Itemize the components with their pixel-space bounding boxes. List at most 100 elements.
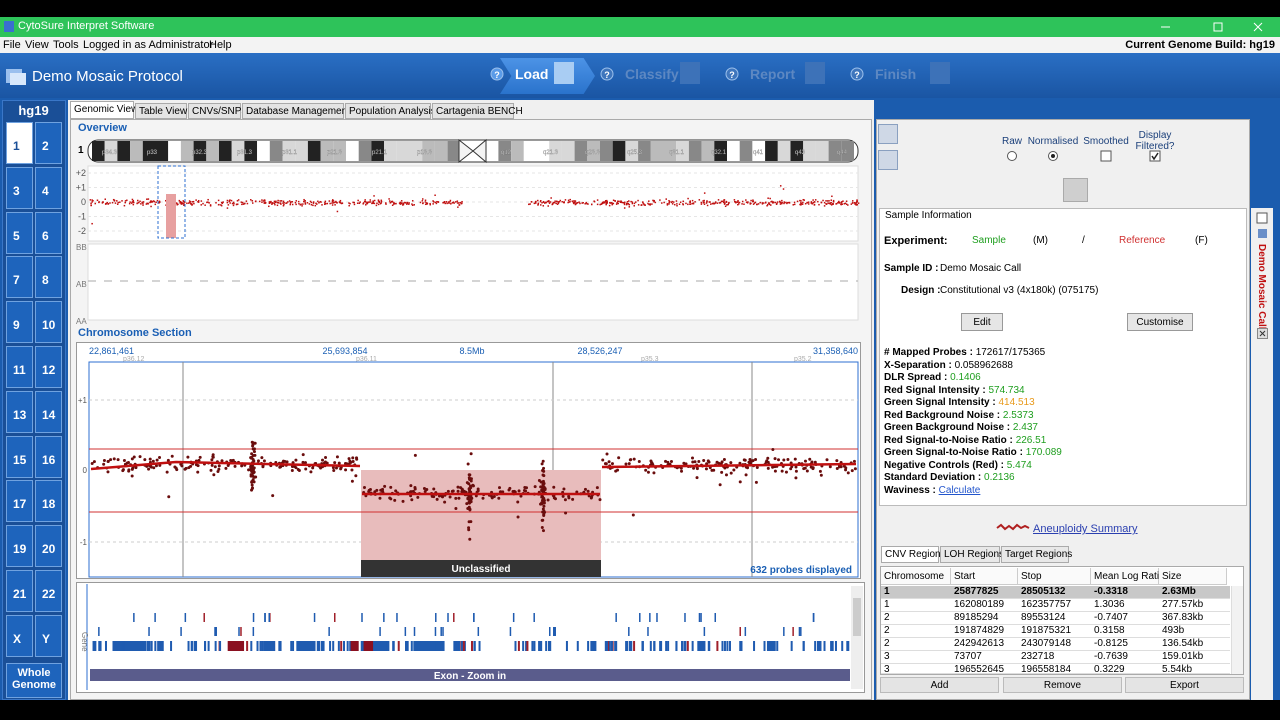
- tab[interactable]: Cartagenia BENCH: [432, 103, 523, 119]
- tab[interactable]: CNVs/SNPs: [188, 103, 246, 119]
- metric-row: Negative Controls (Red) : 5.474: [884, 460, 1032, 471]
- menu-item[interactable]: View: [25, 39, 49, 51]
- gene-tick: [792, 627, 794, 636]
- menu-item[interactable]: Logged in as Administrator: [83, 39, 214, 51]
- step-label[interactable]: Report: [750, 66, 796, 82]
- probe-dot: [301, 453, 305, 457]
- chromosome-button[interactable]: 7: [6, 256, 33, 299]
- chromosome-button[interactable]: 17: [6, 480, 33, 523]
- chromosome-button[interactable]: 15: [6, 435, 33, 478]
- metric-value[interactable]: Calculate: [938, 484, 981, 496]
- step-label[interactable]: Load: [515, 66, 549, 82]
- menu-item[interactable]: Help: [209, 39, 232, 51]
- region-tab[interactable]: CNV Regions: [881, 546, 946, 563]
- table-row[interactable]: [881, 612, 1230, 625]
- chromosome-button[interactable]: 10: [35, 301, 62, 344]
- chromosome-button[interactable]: 18: [35, 480, 62, 523]
- table-row[interactable]: [881, 651, 1230, 664]
- probe-dot: [191, 203, 193, 206]
- probe-dot: [388, 198, 390, 200]
- probe-dot: [352, 201, 354, 204]
- probe-dot: [212, 473, 216, 477]
- tab[interactable]: Database Management: [242, 103, 350, 119]
- probe-dot: [303, 198, 305, 201]
- action-button[interactable]: Remove: [1003, 677, 1122, 693]
- probe-dot: [553, 201, 556, 204]
- whole-genome-button[interactable]: Whole Genome: [6, 663, 62, 698]
- chromosome-button[interactable]: 2: [35, 122, 62, 164]
- gene-tick: [252, 627, 255, 636]
- region-tab[interactable]: LOH Regions: [940, 546, 1004, 563]
- ideogram-band: [282, 141, 296, 161]
- chromosome-button[interactable]: 6: [35, 211, 62, 254]
- gene-tick: [814, 641, 817, 651]
- probe-dot: [367, 490, 371, 494]
- region-tab[interactable]: Target Regions: [1001, 546, 1072, 563]
- zoom-button[interactable]: [878, 150, 898, 170]
- table-row[interactable]: [881, 625, 1230, 638]
- tab[interactable]: Genomic View: [70, 101, 138, 119]
- table-row[interactable]: [881, 664, 1230, 674]
- ideogram-band: [523, 141, 537, 161]
- probe-dot: [672, 201, 675, 203]
- apply-button[interactable]: [1063, 178, 1088, 202]
- tab[interactable]: Table View: [135, 103, 187, 119]
- probe-dot: [416, 495, 420, 499]
- chromosome-button[interactable]: 9: [6, 301, 33, 344]
- tab[interactable]: Population Analysis: [345, 103, 436, 119]
- step-label[interactable]: Finish: [875, 66, 917, 82]
- gene-tick: [453, 613, 455, 622]
- probe-dot: [682, 200, 684, 203]
- gene-tick: [716, 641, 719, 651]
- menu-item[interactable]: File: [3, 39, 21, 51]
- aneuploidy-link[interactable]: Aneuploidy Summary: [1033, 523, 1138, 535]
- chromosome-button[interactable]: 1: [6, 122, 33, 164]
- probe-dot: [652, 471, 656, 475]
- probe-dot: [202, 202, 204, 205]
- ideogram-band: [295, 141, 308, 161]
- chromosome-button[interactable]: Y: [35, 614, 62, 657]
- probe-dot: [697, 460, 701, 464]
- chromosome-button[interactable]: 13: [6, 390, 33, 433]
- probe-dot: [155, 201, 157, 204]
- chromosome-button[interactable]: X: [6, 614, 33, 657]
- label: Sample ID :: [884, 263, 939, 274]
- chromosome-button[interactable]: 21: [6, 570, 33, 612]
- chromosome-button[interactable]: 8: [35, 256, 62, 299]
- gene-tick: [290, 641, 293, 651]
- chromosome-button[interactable]: 12: [35, 346, 62, 388]
- customise-button[interactable]: Customise: [1127, 313, 1193, 331]
- probe-dot: [351, 456, 355, 460]
- gene-tick: [148, 627, 150, 636]
- table-row[interactable]: [881, 638, 1230, 651]
- chromosome-button[interactable]: 20: [35, 525, 62, 568]
- probe-dot: [805, 469, 809, 473]
- probe-dot: [331, 202, 333, 204]
- chromosome-button[interactable]: 3: [6, 166, 33, 209]
- table-row[interactable]: [881, 599, 1230, 612]
- chromosome-button[interactable]: 19: [6, 525, 33, 568]
- ideogram-band: [498, 141, 512, 161]
- chromosome-button[interactable]: 22: [35, 570, 62, 612]
- table-row[interactable]: [881, 586, 1230, 599]
- step-label[interactable]: Classify: [625, 66, 679, 82]
- section-title: Chromosome Section: [78, 327, 192, 339]
- metric-row: # Mapped Probes : 172617/175365: [884, 347, 1045, 358]
- chromosome-button[interactable]: 5: [6, 211, 33, 254]
- action-button[interactable]: Export: [1125, 677, 1244, 693]
- table-cell: 136.54kb: [1162, 638, 1204, 649]
- probe-dot: [331, 200, 334, 203]
- chromosome-button[interactable]: 14: [35, 390, 62, 433]
- zoom-button[interactable]: [878, 124, 898, 144]
- chromosome-button[interactable]: 11: [6, 346, 33, 388]
- chromosome-button[interactable]: 16: [35, 435, 62, 478]
- edit-button[interactable]: Edit: [961, 313, 1003, 331]
- probe-dot: [282, 204, 285, 207]
- chromosome-button[interactable]: 4: [35, 166, 62, 209]
- action-button[interactable]: Add: [880, 677, 999, 693]
- table-cell: 2: [884, 612, 890, 623]
- metric-label: DLR Spread :: [884, 372, 948, 383]
- probe-dot: [605, 203, 607, 205]
- menu-item[interactable]: Tools: [53, 39, 79, 51]
- probe-dot: [750, 199, 752, 202]
